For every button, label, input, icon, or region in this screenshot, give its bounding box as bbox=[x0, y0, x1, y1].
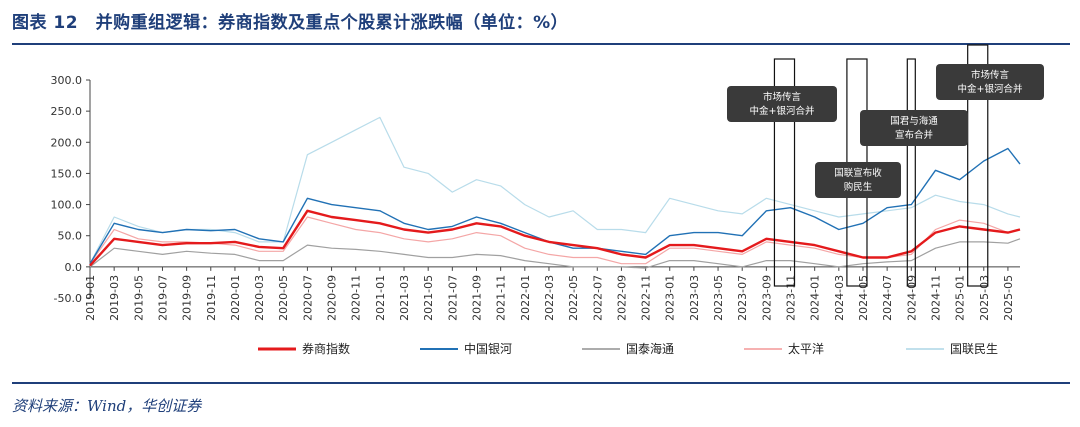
x-tick-label: 2025-03 bbox=[978, 275, 991, 321]
series-lines bbox=[89, 116, 1021, 269]
x-tick-label: 2022-03 bbox=[543, 275, 556, 321]
x-tick-label: 2021-09 bbox=[470, 275, 483, 321]
y-tick-label: 0.0 bbox=[65, 261, 83, 274]
x-tick-label: 2022-11 bbox=[640, 275, 653, 321]
x-tick-label: 2024-01 bbox=[809, 275, 822, 321]
x-tick-label: 2022-07 bbox=[591, 275, 604, 321]
legend-label-2: 国泰海通 bbox=[626, 341, 674, 356]
x-tick-label: 2021-01 bbox=[374, 275, 387, 321]
annotation-frame-3 bbox=[967, 44, 989, 287]
series-line-0 bbox=[89, 209, 1021, 267]
x-tick-label: 2019-09 bbox=[181, 275, 194, 321]
x-tick-label: 2020-11 bbox=[350, 275, 363, 321]
x-tick-label: 2020-01 bbox=[229, 275, 242, 321]
x-tick-label: 2020-05 bbox=[277, 275, 290, 321]
series-line-2 bbox=[89, 238, 1021, 269]
series-line-1 bbox=[89, 147, 1021, 265]
annotation-text-2: 宣布合并 bbox=[895, 129, 934, 141]
x-tick-label: 2023-11 bbox=[785, 275, 798, 321]
x-tick-label: 2019-03 bbox=[108, 275, 121, 321]
x-tick-label: 2019-05 bbox=[132, 275, 145, 321]
annotation-text-0: 市场传言 bbox=[763, 91, 802, 103]
x-tick-label: 2024-07 bbox=[881, 275, 894, 321]
x-tick-label: 2021-07 bbox=[446, 275, 459, 321]
x-tick-label: 2022-01 bbox=[519, 275, 532, 321]
x-tick-label: 2021-11 bbox=[495, 275, 508, 321]
annotation-frame-0 bbox=[773, 58, 796, 287]
x-tick-label: 2025-01 bbox=[954, 275, 967, 321]
x-tick-label: 2023-09 bbox=[760, 275, 773, 321]
legend-label-1: 中国银河 bbox=[464, 341, 512, 356]
x-tick-label: 2023-01 bbox=[664, 275, 677, 321]
x-tick-label: 2019-11 bbox=[205, 275, 218, 321]
line-chart: -50.0 0.0 50.0 100.0 150.0 200.0 250.0 300.0 201… bbox=[51, 44, 1044, 356]
x-tick-label: 2023-05 bbox=[712, 275, 725, 321]
y-tick-label: 100.0 bbox=[51, 199, 83, 212]
annotation-frame-2 bbox=[906, 58, 916, 287]
x-tick-label: 2024-11 bbox=[929, 275, 942, 321]
source-divider bbox=[12, 382, 1070, 384]
x-tick-label: 2020-09 bbox=[326, 275, 339, 321]
annotation-text-3: 中金+银河合并 bbox=[958, 83, 1023, 95]
legend-label-3: 太平洋 bbox=[788, 341, 824, 356]
annotation-text-3: 市场传言 bbox=[971, 69, 1010, 81]
annotation-label-box-3 bbox=[936, 64, 1044, 100]
y-tick-label: -50.0 bbox=[54, 292, 82, 305]
x-tick-label: 2022-05 bbox=[567, 275, 580, 321]
annotation-text-2: 国君与海通 bbox=[890, 115, 938, 127]
x-tick-label: 2021-05 bbox=[422, 275, 435, 321]
x-tick-label: 2024-05 bbox=[857, 275, 870, 321]
x-tick-label: 2023-03 bbox=[688, 275, 701, 321]
source-note: 资料来源：Wind，华创证券 bbox=[12, 397, 202, 415]
y-tick-label: 250.0 bbox=[51, 105, 83, 118]
x-tick-label: 2023-07 bbox=[736, 275, 749, 321]
annotation-label-box-0 bbox=[727, 86, 837, 122]
legend-label-0: 券商指数 bbox=[302, 341, 350, 356]
y-tick-label: 150.0 bbox=[51, 167, 83, 180]
x-tick-label: 2020-03 bbox=[253, 275, 266, 321]
annotation-text-1: 国联宣布收 bbox=[834, 167, 882, 179]
title-divider bbox=[12, 43, 1070, 45]
annotation-text-1: 购民生 bbox=[844, 181, 873, 193]
annotation-label-box-1 bbox=[815, 162, 901, 198]
y-tick-label: 200.0 bbox=[51, 136, 83, 149]
x-tick-label: 2021-03 bbox=[398, 275, 411, 321]
y-tick-label: 50.0 bbox=[58, 230, 83, 243]
x-tick-label: 2024-03 bbox=[833, 275, 846, 321]
annotation-label-box-2 bbox=[860, 110, 968, 146]
y-tick-label: 300.0 bbox=[51, 74, 83, 87]
x-tick-label: 2025-05 bbox=[1002, 275, 1015, 321]
legend: 券商指数 中国银河 国泰海通 太平洋 国联民生 bbox=[258, 341, 998, 356]
x-tick-label: 2019-07 bbox=[156, 275, 169, 321]
x-tick-label: 2020-07 bbox=[301, 275, 314, 321]
axes: -50.0 0.0 50.0 100.0 150.0 200.0 250.0 300.0 201… bbox=[51, 74, 1020, 321]
x-tick-label: 2019-01 bbox=[84, 275, 97, 321]
figure-title: 图表 12 并购重组逻辑：券商指数及重点个股累计涨跌幅（单位：%） bbox=[12, 13, 569, 33]
annotation-text-0: 中金+银河合并 bbox=[750, 105, 815, 117]
series-line-4 bbox=[89, 116, 1021, 264]
x-tick-label: 2022-09 bbox=[615, 275, 628, 321]
legend-label-4: 国联民生 bbox=[950, 342, 998, 356]
